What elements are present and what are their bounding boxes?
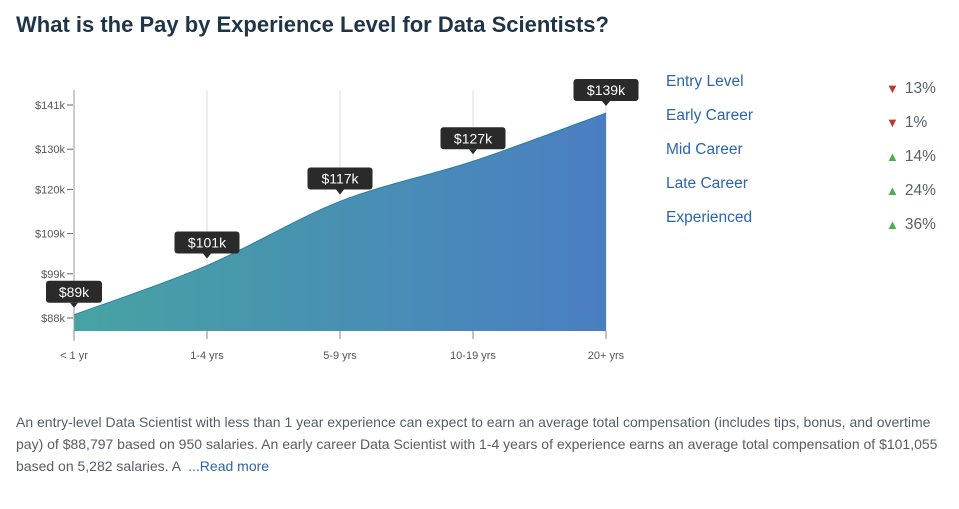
description-text: An entry-level Data Scientist with less … [16,414,938,474]
data-label: $117k [321,170,359,186]
y-tick-label: $120k [35,184,65,196]
legend-label[interactable]: Entry Level [666,73,744,90]
legend-pct: 36% [904,216,936,233]
y-tick-label: $99k [41,269,65,281]
pay-area-chart: $88k $99k $109k $120k $130k $141k < 1 yr $89k 1-… [35,79,639,362]
data-label-pointer [70,302,78,308]
arrow-up-icon: ▲ [886,217,899,232]
legend-label[interactable]: Mid Career [666,141,743,158]
legend-change: ▲ 14% [886,140,936,174]
legend-pct: 14% [904,148,936,165]
x-tick-label: 10-19 yrs [450,350,496,362]
data-label-box [307,167,373,190]
x-tick-label: 5-9 yrs [323,350,357,362]
y-tick-label: $88k [41,313,65,325]
experience-legend: Entry Level ▼ 13% Early Career ▼ 1% Mid Career… [666,72,936,242]
data-label-pointer [203,253,211,259]
legend-pct: 1% [904,114,928,131]
legend-pct: 24% [904,182,936,199]
arrow-down-icon: ▼ [886,115,899,130]
legend-item: Experienced ▲ 36% [666,208,936,242]
arrow-down-icon: ▼ [886,81,899,96]
data-label-box [46,280,102,303]
legend-item: Late Career ▲ 24% [666,174,936,208]
legend-pct: 13% [904,80,936,97]
data-label: $127k [454,130,493,146]
legend-label[interactable]: Late Career [666,175,748,192]
legend-label[interactable]: Early Career [666,107,753,124]
x-tick-label: 1-4 yrs [190,350,224,362]
data-label-pointer [602,101,610,107]
data-label-pointer [336,189,344,195]
salary-area [74,113,606,331]
legend-change: ▼ 1% [886,106,936,140]
x-tick-label: 20+ yrs [588,350,625,362]
read-more-link[interactable]: ...Read more [188,458,270,474]
description: An entry-level Data Scientist with less … [16,411,946,477]
legend-item: Mid Career ▲ 14% [666,140,936,174]
legend-change: ▲ 24% [886,174,936,208]
page-title: What is the Pay by Experience Level for … [16,12,609,37]
y-tick-label: $130k [35,144,65,156]
data-label-box [573,79,639,102]
legend-item: Entry Level ▼ 13% [666,72,936,106]
legend-change: ▲ 36% [886,208,936,242]
arrow-up-icon: ▲ [886,149,899,164]
data-label-pointer [469,149,477,155]
y-tick-label: $141k [35,100,65,112]
legend-change: ▼ 13% [886,72,936,106]
data-label: $89k [59,284,90,300]
data-label: $101k [188,235,227,251]
salary-line [73,112,607,316]
legend-item: Early Career ▼ 1% [666,106,936,140]
data-label-box [440,127,506,150]
y-tick-label: $109k [35,229,65,241]
data-label-box [174,231,240,254]
arrow-up-icon: ▲ [886,183,899,198]
legend-label[interactable]: Experienced [666,209,753,226]
x-tick-label: < 1 yr [60,350,88,362]
data-label: $139k [587,82,626,98]
